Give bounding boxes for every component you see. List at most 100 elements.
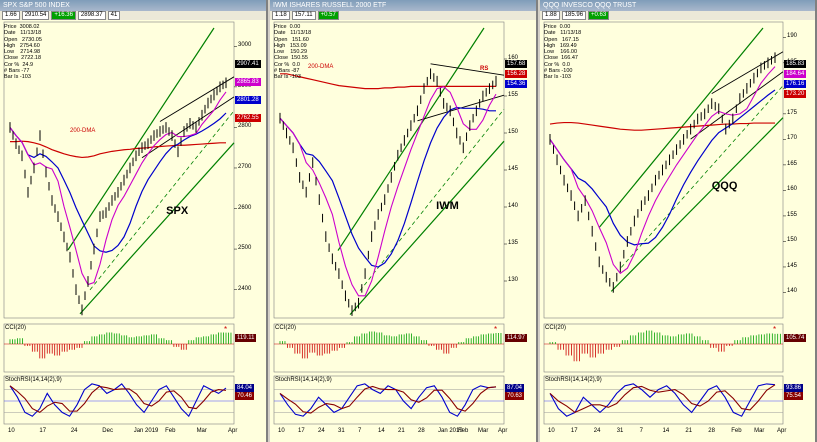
- spx-symbol-label: SPX: [166, 205, 189, 217]
- price-tag: 2762.55: [235, 114, 261, 122]
- stoch-value-tag: 70.46: [235, 392, 255, 400]
- price-tag: 156.28: [505, 70, 528, 78]
- x-tick-label: Mar: [754, 428, 765, 434]
- cci-star-marker: *: [224, 325, 227, 334]
- y-tick-label: 175: [787, 109, 798, 116]
- x-tick-label: 28: [418, 428, 425, 434]
- panel-frame: [543, 323, 784, 373]
- iwm-chart-pane[interactable]: IWM ISHARES RUSSELL 2000 ETF 1.18 157.11 +0…: [270, 0, 538, 442]
- stoch-k-line: [549, 383, 776, 417]
- price-tag: 2865.83: [235, 78, 261, 86]
- y-tick-label: 140: [787, 288, 798, 295]
- toolbar-field[interactable]: 2910.54: [21, 11, 50, 20]
- x-tick-label: 21: [685, 428, 693, 434]
- qqq-chart-svg: *: [543, 21, 786, 425]
- x-tick-label: Feb: [458, 428, 469, 434]
- qqq-chart-pane[interactable]: QQQ INVESCO QQQ TRUST 1.88 185.96 +0.63 * 190…: [540, 0, 817, 442]
- channel-line-lower: [610, 117, 784, 292]
- ma-blue-line: [279, 106, 496, 268]
- stoch-value-tag: 84.04: [235, 384, 255, 392]
- spx-toolbar: 1.66 2910.54 +16.36 2898.37 41: [0, 11, 266, 20]
- y-tick-label: 155: [508, 92, 519, 98]
- x-tick-label: Feb: [165, 428, 176, 434]
- panel-frame: [3, 21, 235, 319]
- y-tick-label: 2800: [238, 123, 252, 130]
- channel-line-lower: [349, 140, 505, 315]
- y-tick-label: 170: [787, 135, 798, 142]
- toolbar-field[interactable]: 1.18: [272, 11, 290, 20]
- y-tick-label: 140: [508, 203, 519, 209]
- x-tick-label: Feb: [731, 428, 742, 434]
- toolbar-field[interactable]: 2898.37: [77, 11, 106, 20]
- y-tick-label: 155: [787, 211, 798, 218]
- y-tick-label: 160: [508, 55, 519, 61]
- x-tick-label: 14: [662, 428, 670, 434]
- stoch-k-line: [279, 383, 497, 417]
- wedge-line-upper: [159, 76, 235, 122]
- iwm-symbol-label: IWM: [436, 200, 459, 212]
- ma-blue-line: [9, 112, 227, 253]
- stoch-value-tag: 87.04: [505, 384, 525, 392]
- stoch-label: StochRSI(14,14(2),9): [545, 377, 602, 383]
- y-tick-label: 2700: [238, 163, 252, 170]
- stoch-k-line: [9, 383, 227, 418]
- rs-label: RS: [480, 66, 489, 72]
- x-tick-label: 17: [39, 428, 47, 434]
- toolbar-field[interactable]: +16.36: [51, 11, 76, 20]
- spx-chart-pane[interactable]: SPX S&P 500 INDEX 1.66 2910.54 +16.36 2898.3…: [0, 0, 268, 442]
- iwm-toolbar: 1.18 157.11 +0.57: [270, 11, 536, 20]
- stoch-label: StochRSI(14,14(2),9): [275, 377, 332, 383]
- x-tick-label: 31: [338, 428, 345, 434]
- qqq-title-bar: QQQ INVESCO QQQ TRUST: [540, 0, 815, 11]
- channel-line-upper: [337, 27, 485, 251]
- spx-title-bar: SPX S&P 500 INDEX: [0, 0, 266, 11]
- x-tick-label: 17: [298, 428, 305, 434]
- y-tick-label: 145: [787, 262, 798, 269]
- stoch-value-tag: 93.86: [784, 384, 804, 392]
- panel-frame: [3, 323, 235, 373]
- x-tick-label: Apr: [228, 428, 238, 434]
- y-tick-label: 2500: [238, 245, 252, 252]
- x-tick-label: 31: [616, 428, 624, 434]
- toolbar-field[interactable]: 157.11: [291, 11, 316, 20]
- y-tick-label: 130: [508, 277, 519, 283]
- x-tick-label: 24: [593, 428, 601, 434]
- price-tag: 176.16: [784, 80, 807, 88]
- wedge-line-upper: [430, 63, 505, 76]
- price-tag: 173.20: [784, 90, 807, 98]
- toolbar-field[interactable]: 185.96: [561, 11, 587, 20]
- toolbar-field[interactable]: 1.88: [542, 11, 560, 20]
- x-tick-label: 7: [639, 428, 643, 434]
- x-tick-label: 10: [8, 428, 15, 434]
- cci-label: CCI(20): [275, 325, 297, 331]
- toolbar-field[interactable]: +0.57: [317, 11, 339, 20]
- toolbar-field[interactable]: 1.66: [2, 11, 20, 20]
- y-tick-label: 150: [787, 237, 798, 244]
- price-tag: 157.68: [505, 60, 528, 68]
- x-tick-label: 21: [398, 428, 405, 434]
- toolbar-field[interactable]: 41: [107, 11, 121, 20]
- x-tick-label: 17: [570, 428, 578, 434]
- cci-value-tag: 119.11: [235, 334, 257, 342]
- price-tag: 2907.41: [235, 60, 261, 68]
- cci-label: CCI(20): [5, 325, 27, 331]
- toolbar-field[interactable]: +0.63: [588, 11, 610, 20]
- stoch-d-line: [279, 385, 497, 414]
- panel-frame: [3, 375, 235, 425]
- channel-line-mid: [620, 85, 784, 268]
- cci-star-marker: *: [773, 325, 776, 334]
- stoch-d-line: [9, 385, 227, 414]
- y-tick-label: 145: [508, 166, 519, 172]
- ma-magenta-line: [279, 86, 497, 297]
- y-tick-label: 2400: [238, 285, 252, 292]
- y-tick-label: 3000: [238, 42, 252, 49]
- x-tick-label: 24: [70, 428, 78, 434]
- ma-200-line: [10, 140, 226, 159]
- stoch-value-tag: 70.63: [505, 392, 525, 400]
- cci-value-tag: 105.74: [784, 334, 807, 342]
- cci-label: CCI(20): [545, 325, 567, 331]
- ma-200-line: [280, 73, 496, 90]
- ma-200-line: [549, 121, 775, 131]
- panel-frame: [543, 21, 784, 319]
- spx-info-box: Price 3008.02 Date 11/13/18 Open 2730.05…: [4, 24, 42, 81]
